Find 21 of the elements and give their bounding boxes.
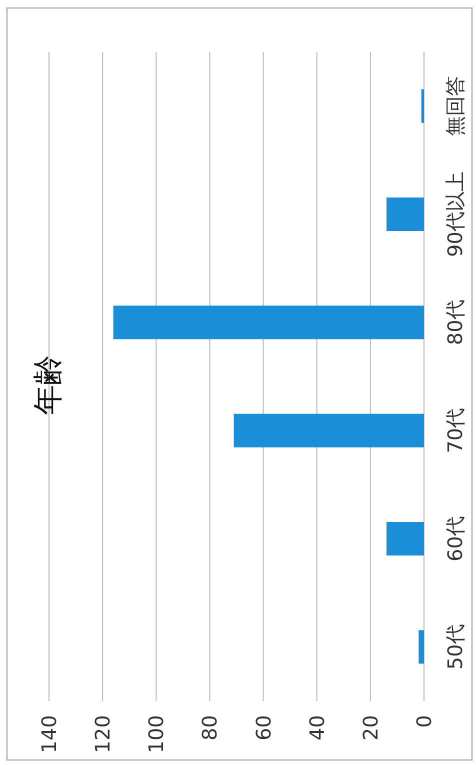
x-tick-label: 20 [358, 715, 382, 740]
y-tick-label: 50代 [443, 624, 467, 670]
y-tick-label: 60代 [443, 516, 467, 562]
x-tick-label: 0 [412, 715, 436, 728]
x-tick-label: 40 [304, 715, 329, 740]
x-tick-label: 80 [198, 715, 222, 740]
bar [386, 522, 424, 556]
y-tick-label: 70代 [443, 408, 467, 454]
x-tick-label: 120 [90, 715, 115, 754]
x-tick-label: 60 [251, 715, 276, 740]
bar [234, 414, 424, 448]
bar [418, 630, 424, 664]
bar [421, 89, 424, 123]
y-tick-label: 90代以上 [443, 172, 467, 257]
y-tick-label: 無回答 [443, 76, 467, 136]
y-tick-label: 80代 [443, 300, 467, 346]
bar [113, 306, 424, 340]
text: 年齢 [31, 355, 66, 415]
x-tick-label: 140 [37, 715, 61, 754]
x-tick-label: 100 [144, 715, 168, 754]
bar [386, 197, 424, 232]
